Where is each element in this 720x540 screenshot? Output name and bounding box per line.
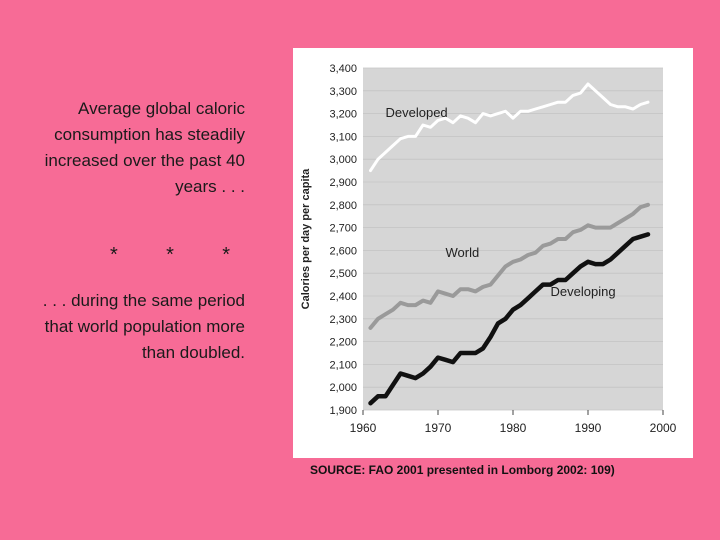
y-tick-label: 3,200 xyxy=(329,109,357,121)
y-tick-label: 2,400 xyxy=(329,291,357,303)
star-3: * xyxy=(222,244,230,266)
y-tick-label: 2,300 xyxy=(329,314,357,326)
plot-area xyxy=(363,68,663,410)
y-tick-label: 3,100 xyxy=(329,131,357,143)
y-tick-label: 2,100 xyxy=(329,359,357,371)
series-line-developed xyxy=(369,82,650,173)
x-tick-label: 1980 xyxy=(500,421,527,435)
x-tick-label: 1960 xyxy=(350,421,377,435)
star-2: * xyxy=(166,244,174,266)
y-tick-label: 2,700 xyxy=(329,223,357,235)
annotation-developing: Developing xyxy=(551,284,616,299)
x-tick-label: 1990 xyxy=(575,421,602,435)
y-tick-label: 3,400 xyxy=(329,63,357,75)
separator-stars: * * * xyxy=(110,244,230,267)
chart-panel: 1,900 2,000 2,100 2,200 2,300 2,400 2,500 2,600… xyxy=(293,48,693,458)
annotation-world: World xyxy=(446,245,480,260)
intro-text: Average global caloric consumption has s… xyxy=(44,99,245,196)
y-tick-label: 3,000 xyxy=(329,154,357,166)
y-tick-label: 3,300 xyxy=(329,86,357,98)
outro-text: . . . during the same period that world … xyxy=(42,291,245,362)
x-tick-label: 1970 xyxy=(425,421,452,435)
source-caption: SOURCE: FAO 2001 presented in Lomborg 20… xyxy=(310,463,615,477)
annotation-developed: Developed xyxy=(386,105,448,120)
y-tick-label: 1,900 xyxy=(329,405,357,417)
star-1: * xyxy=(110,244,118,266)
series-line-world xyxy=(368,202,650,330)
y-tick-label: 2,000 xyxy=(329,382,357,394)
y-tick-label: 2,500 xyxy=(329,268,357,280)
series-line-developing xyxy=(368,232,651,406)
y-tick-label: 2,800 xyxy=(329,200,357,212)
y-tick-label: 2,200 xyxy=(329,337,357,349)
calorie-chart: 1,900 2,000 2,100 2,200 2,300 2,400 2,500 2,600… xyxy=(300,63,677,435)
y-tick-label: 2,600 xyxy=(329,245,357,257)
y-tick-label: 2,900 xyxy=(329,177,357,189)
y-axis-label: Calories per day per capita xyxy=(300,168,312,309)
x-tick-label: 2000 xyxy=(650,421,677,435)
